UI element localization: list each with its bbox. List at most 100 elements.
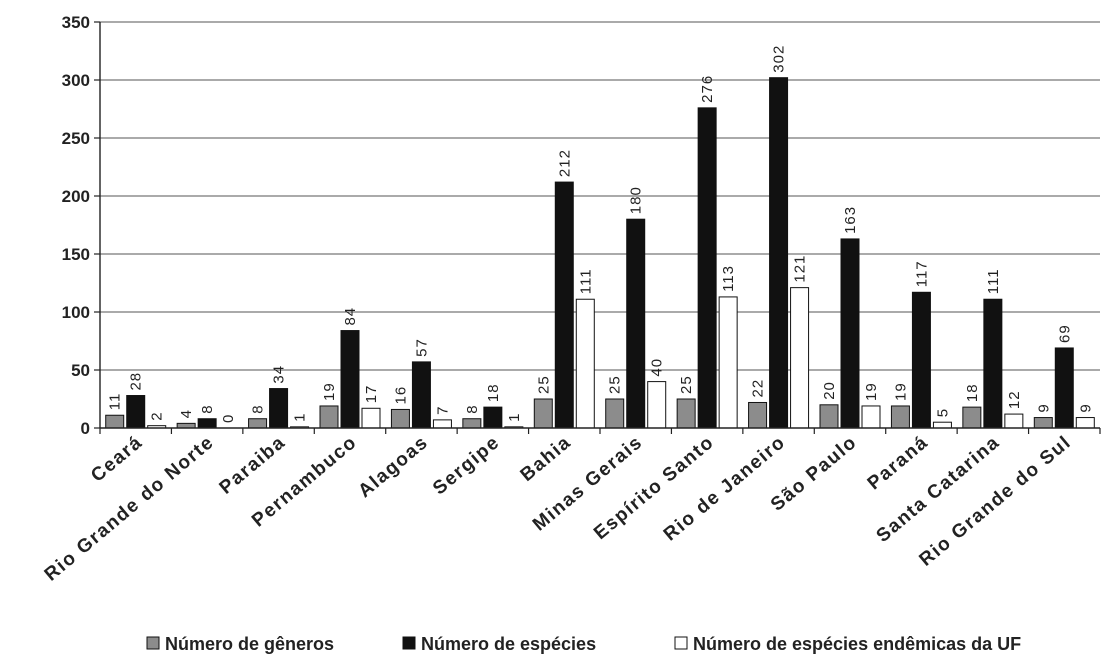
data-label: 113 — [720, 265, 737, 292]
category-label: Espírito Santo — [590, 432, 718, 544]
legend-swatch — [402, 636, 416, 650]
data-label: 276 — [699, 75, 716, 103]
data-label: 20 — [821, 381, 838, 400]
y-tick-label: 50 — [71, 361, 90, 380]
bar — [962, 406, 982, 429]
data-label: 212 — [556, 149, 573, 177]
data-label: 34 — [271, 365, 288, 384]
gridlines — [100, 21, 1100, 371]
category-label: Ceará — [87, 432, 147, 487]
category-label: Rio de Janeiro — [660, 432, 790, 546]
bar — [676, 398, 696, 429]
data-label: 17 — [363, 385, 380, 404]
data-label: 18 — [485, 383, 502, 402]
bar — [748, 401, 768, 429]
data-label: 84 — [342, 307, 359, 326]
legend-swatch — [674, 636, 688, 650]
data-label: 11 — [107, 393, 124, 411]
bar — [554, 181, 574, 429]
bar — [411, 361, 431, 429]
y-tick-label: 100 — [62, 303, 90, 322]
bar — [462, 418, 482, 429]
data-label: 8 — [250, 404, 267, 413]
data-label: 25 — [607, 375, 624, 394]
data-label: 57 — [413, 338, 430, 357]
y-tick-label: 200 — [62, 187, 90, 206]
data-label: 69 — [1056, 324, 1073, 343]
data-label: 302 — [771, 45, 788, 73]
bar — [697, 107, 717, 429]
data-label: 19 — [892, 382, 909, 401]
bar — [840, 238, 860, 429]
bar — [790, 287, 810, 429]
data-label: 22 — [750, 379, 767, 398]
bar — [861, 405, 881, 429]
data-label: 1 — [292, 412, 309, 421]
data-label: 28 — [128, 372, 145, 391]
y-tick-label: 250 — [62, 129, 90, 148]
data-label: 0 — [220, 414, 237, 423]
data-label: 117 — [913, 260, 930, 287]
bar — [626, 218, 646, 429]
data-label: 19 — [863, 382, 880, 401]
data-label: 111 — [985, 268, 1002, 294]
legend-label: Número de espécies endêmicas da UF — [693, 634, 1021, 654]
data-label: 1 — [506, 412, 523, 421]
bar — [575, 298, 595, 429]
bar — [890, 405, 910, 429]
bar — [983, 298, 1003, 429]
y-axis: 0 50 100 150 200 250 300 350 — [62, 13, 101, 438]
bar — [126, 395, 146, 429]
bar — [319, 405, 339, 429]
bar — [533, 398, 553, 429]
y-tick-label: 0 — [81, 419, 90, 438]
legend-swatch — [146, 636, 160, 650]
data-label: 25 — [678, 375, 695, 394]
bars — [105, 77, 1095, 429]
y-tick-label: 300 — [62, 71, 90, 90]
data-label: 8 — [464, 404, 481, 413]
bar — [432, 419, 452, 429]
data-label: 2 — [149, 411, 166, 420]
data-label: 8 — [199, 404, 216, 413]
data-label: 16 — [392, 386, 409, 405]
data-label: 121 — [792, 255, 809, 283]
legend-label: Número de gêneros — [165, 634, 334, 654]
y-tick-label: 350 — [62, 13, 90, 32]
bar — [269, 388, 289, 429]
category-label: Paraná — [864, 432, 933, 495]
bar — [1075, 417, 1095, 429]
bar — [1054, 347, 1074, 429]
data-label: 9 — [1077, 403, 1094, 412]
category-label: Santa Catarina — [873, 432, 1005, 547]
bar — [819, 404, 839, 429]
data-label: 4 — [178, 409, 195, 418]
bar — [483, 406, 503, 429]
bar — [105, 414, 125, 429]
bar — [1004, 413, 1024, 429]
data-label: 9 — [1035, 403, 1052, 412]
bar — [248, 418, 268, 429]
bar — [1033, 417, 1053, 429]
bar — [605, 398, 625, 429]
data-label: 19 — [321, 382, 338, 401]
data-label: 18 — [964, 383, 981, 402]
data-label: 5 — [934, 408, 951, 417]
legend-label: Número de espécies — [421, 634, 596, 654]
category-label: Alagoas — [354, 432, 432, 502]
y-tick-label: 150 — [62, 245, 90, 264]
bar — [932, 421, 952, 429]
bar — [390, 408, 410, 429]
bar — [197, 418, 217, 429]
bar — [340, 330, 360, 429]
data-label: 180 — [628, 186, 645, 214]
data-label: 25 — [535, 375, 552, 394]
data-label: 7 — [434, 406, 451, 415]
bar — [361, 407, 381, 429]
data-label: 40 — [649, 358, 666, 377]
data-label: 163 — [842, 206, 859, 234]
legend: Número de gêneros Número de espécies Númer… — [146, 634, 1021, 654]
bar — [769, 77, 789, 429]
